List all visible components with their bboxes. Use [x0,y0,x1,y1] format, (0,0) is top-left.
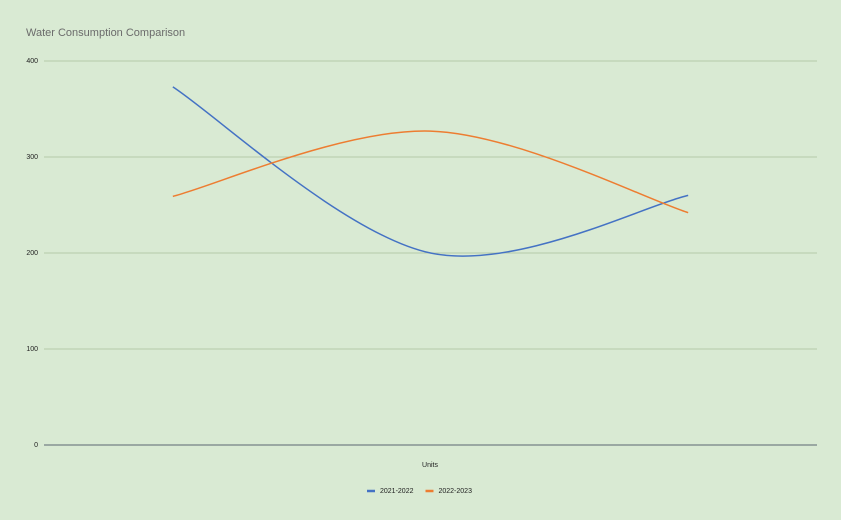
chart-title: Water Consumption Comparison [26,27,185,39]
series-line [172,86,689,257]
legend-label: 2022-2023 [438,488,472,495]
y-tick-label: 400 [26,58,38,65]
series-line [172,130,689,214]
x-axis-title: Units [422,462,438,469]
y-tick-label: 300 [26,154,38,161]
y-tick-label: 100 [26,346,38,353]
legend-label: 2021-2022 [380,488,414,495]
y-tick-label: 0 [34,442,38,449]
y-tick-label: 200 [26,250,38,257]
